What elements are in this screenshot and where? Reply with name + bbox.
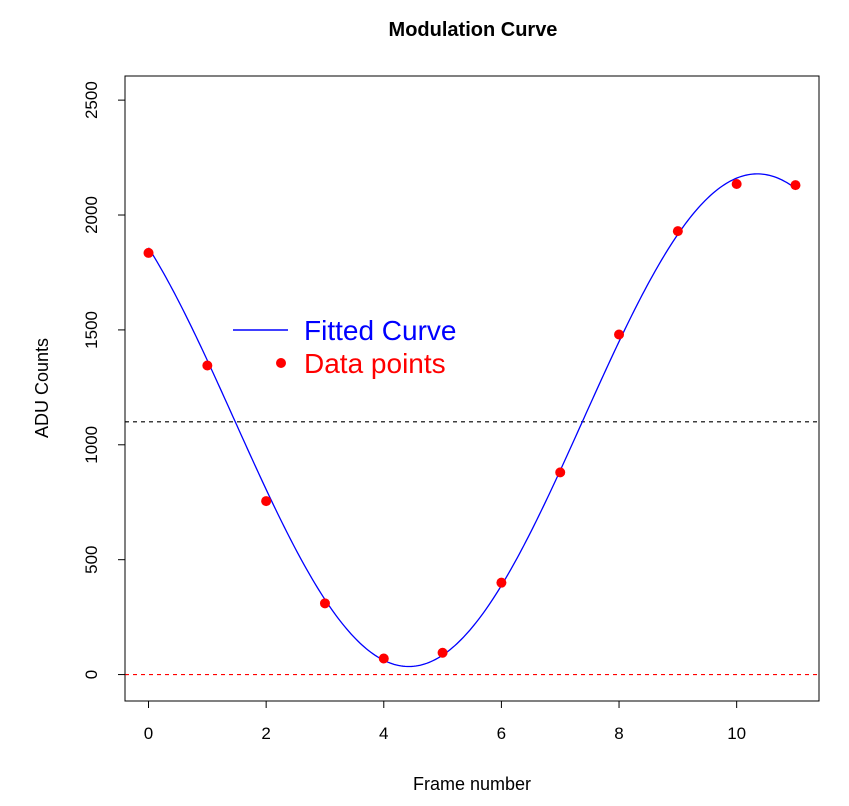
legend-label-fitted-curve: Fitted Curve — [304, 315, 457, 346]
x-tick-label: 6 — [497, 724, 506, 743]
data-point — [731, 178, 742, 189]
data-point — [496, 577, 507, 588]
y-tick-label: 2000 — [82, 196, 101, 234]
data-point — [672, 226, 683, 237]
x-tick-label: 0 — [144, 724, 153, 743]
x-tick-label: 10 — [727, 724, 746, 743]
y-tick-label: 2500 — [82, 81, 101, 119]
data-point — [261, 496, 272, 507]
x-axis-label: Frame number — [413, 774, 531, 794]
reference-lines — [125, 421, 819, 676]
x-tick-label: 2 — [261, 724, 270, 743]
data-point — [319, 598, 330, 609]
y-axis-label: ADU Counts — [32, 338, 52, 438]
x-axis: 0 2 4 6 8 10 — [144, 700, 746, 743]
y-tick-label: 500 — [82, 545, 101, 573]
y-tick-label: 1000 — [82, 426, 101, 464]
data-point — [437, 647, 448, 658]
data-point — [790, 180, 801, 191]
legend-label-data-points: Data points — [304, 348, 446, 379]
data-point — [555, 467, 566, 478]
legend: Fitted Curve Data points — [233, 315, 457, 379]
legend-point-swatch — [276, 358, 286, 368]
data-point — [143, 247, 154, 258]
y-tick-label: 0 — [82, 670, 101, 679]
data-point — [614, 329, 625, 340]
x-tick-label: 8 — [614, 724, 623, 743]
fitted-curve-line — [147, 173, 796, 668]
x-tick-label: 4 — [379, 724, 388, 743]
chart-title: Modulation Curve — [389, 19, 558, 41]
plot-frame — [124, 75, 820, 702]
data-point — [378, 653, 389, 664]
y-tick-label: 1500 — [82, 311, 101, 349]
data-points-layer — [143, 178, 801, 664]
fitted-curve-layer — [147, 173, 796, 668]
data-point — [202, 360, 213, 371]
y-axis: 0 500 1000 1500 2000 2500 — [82, 81, 126, 679]
